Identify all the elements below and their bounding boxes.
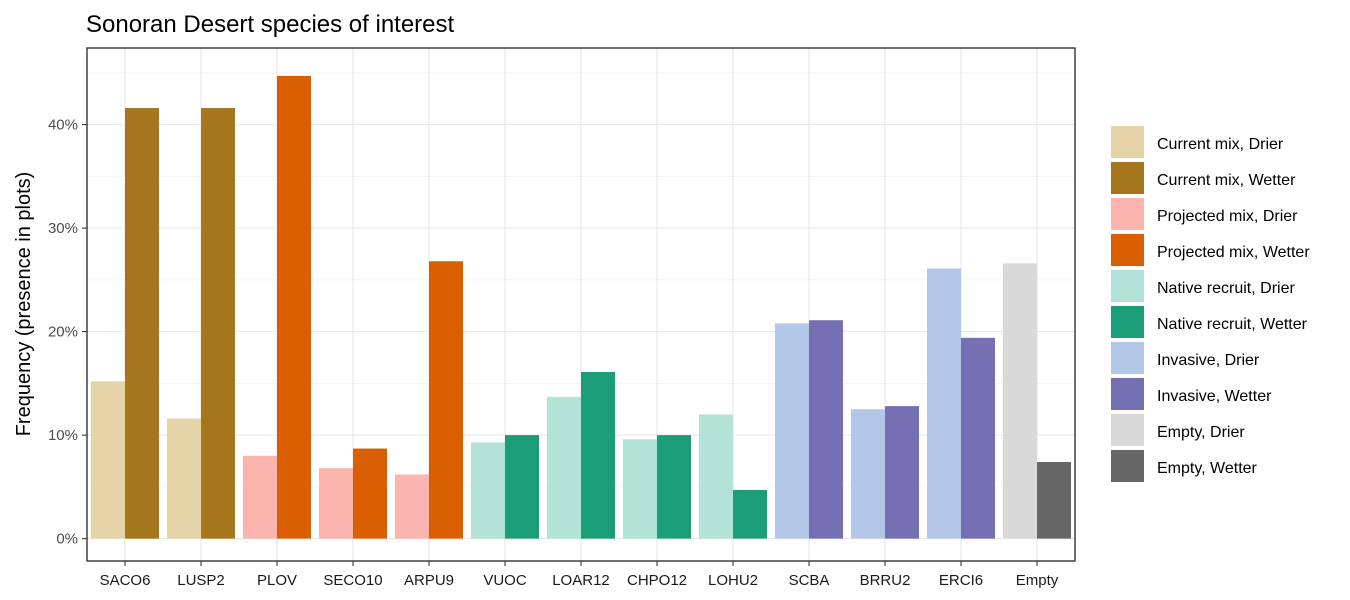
x-tick-label: LUSP2	[177, 572, 225, 589]
x-tick-label: ERCI6	[939, 572, 983, 589]
bar-drier-lohu2	[699, 414, 733, 539]
x-axis: SACO6 LUSP2 PLOV SECO10 ARPU9 VUOC LOAR12 CHPO1…	[100, 561, 1059, 589]
bar-wetter-brru2	[885, 406, 919, 539]
bar-wetter-lusp2	[201, 108, 235, 539]
legend-label: Invasive, Wetter	[1157, 388, 1272, 405]
legend: Current mix, Drier Current mix, Wetter Pro…	[1111, 126, 1310, 482]
legend-label: Empty, Wetter	[1157, 460, 1258, 477]
x-tick-label: CHPO12	[627, 572, 687, 589]
legend-key	[1111, 450, 1144, 482]
bar-wetter-loar12	[581, 371, 615, 539]
bar-wetter-saco6	[125, 108, 159, 539]
legend-label: Projected mix, Drier	[1157, 208, 1298, 225]
bar-wetter-chpo12	[657, 435, 691, 539]
bar-drier-vuoc	[471, 442, 505, 539]
bar-wetter-scba	[809, 320, 843, 539]
x-tick-label: SACO6	[100, 572, 151, 589]
bar-drier-erci6	[927, 268, 961, 539]
legend-label: Current mix, Wetter	[1157, 172, 1296, 189]
legend-label: Native recruit, Drier	[1157, 280, 1295, 297]
legend-key	[1111, 414, 1144, 446]
x-tick-label: SCBA	[789, 572, 830, 589]
legend-key	[1111, 234, 1144, 266]
x-tick-label: Empty	[1016, 572, 1059, 589]
y-tick-label: 30%	[48, 220, 78, 237]
legend-label: Invasive, Drier	[1157, 352, 1260, 369]
bar-drier-arpu9	[395, 474, 429, 539]
bar-wetter-erci6	[961, 337, 995, 539]
x-tick-label: SECO10	[323, 572, 382, 589]
bar-drier-scba	[775, 323, 809, 539]
y-tick-label: 40%	[48, 117, 78, 134]
x-tick-label: VUOC	[483, 572, 527, 589]
bar-drier-lusp2	[167, 418, 201, 539]
legend-key	[1111, 342, 1144, 374]
y-tick-label: 10%	[48, 427, 78, 444]
legend-key	[1111, 306, 1144, 338]
bar-wetter-empty	[1037, 462, 1071, 539]
legend-label: Current mix, Drier	[1157, 136, 1284, 153]
bar-drier-brru2	[851, 409, 885, 539]
legend-key	[1111, 198, 1144, 230]
bar-wetter-lohu2	[733, 489, 767, 539]
y-axis: 0% 10% 20% 30% 40%	[48, 117, 87, 548]
legend-key	[1111, 126, 1144, 158]
bar-drier-seco10	[319, 468, 353, 539]
bar-drier-chpo12	[623, 439, 657, 539]
chart-title: Sonoran Desert species of interest	[86, 11, 455, 38]
legend-key	[1111, 378, 1144, 410]
bar-wetter-arpu9	[429, 261, 463, 539]
x-tick-label: PLOV	[257, 572, 297, 589]
legend-label: Empty, Drier	[1157, 424, 1245, 441]
x-tick-label: ARPU9	[404, 572, 454, 589]
y-axis-label: Frequency (presence in plots)	[13, 172, 35, 437]
y-tick-label: 0%	[56, 531, 78, 548]
bar-wetter-plov	[277, 75, 311, 539]
x-tick-label: BRRU2	[860, 572, 911, 589]
legend-key	[1111, 162, 1144, 194]
x-tick-label: LOAR12	[552, 572, 610, 589]
x-tick-label: LOHU2	[708, 572, 758, 589]
bar-drier-loar12	[547, 396, 581, 539]
legend-label: Native recruit, Wetter	[1157, 316, 1308, 333]
bar-wetter-seco10	[353, 448, 387, 539]
bar-drier-plov	[243, 455, 277, 539]
legend-key	[1111, 270, 1144, 302]
bar-drier-saco6	[91, 381, 125, 539]
bar-wetter-vuoc	[505, 435, 539, 539]
bars	[91, 75, 1071, 539]
legend-label: Projected mix, Wetter	[1157, 244, 1310, 261]
bar-drier-empty	[1003, 263, 1037, 539]
y-tick-label: 20%	[48, 324, 78, 341]
